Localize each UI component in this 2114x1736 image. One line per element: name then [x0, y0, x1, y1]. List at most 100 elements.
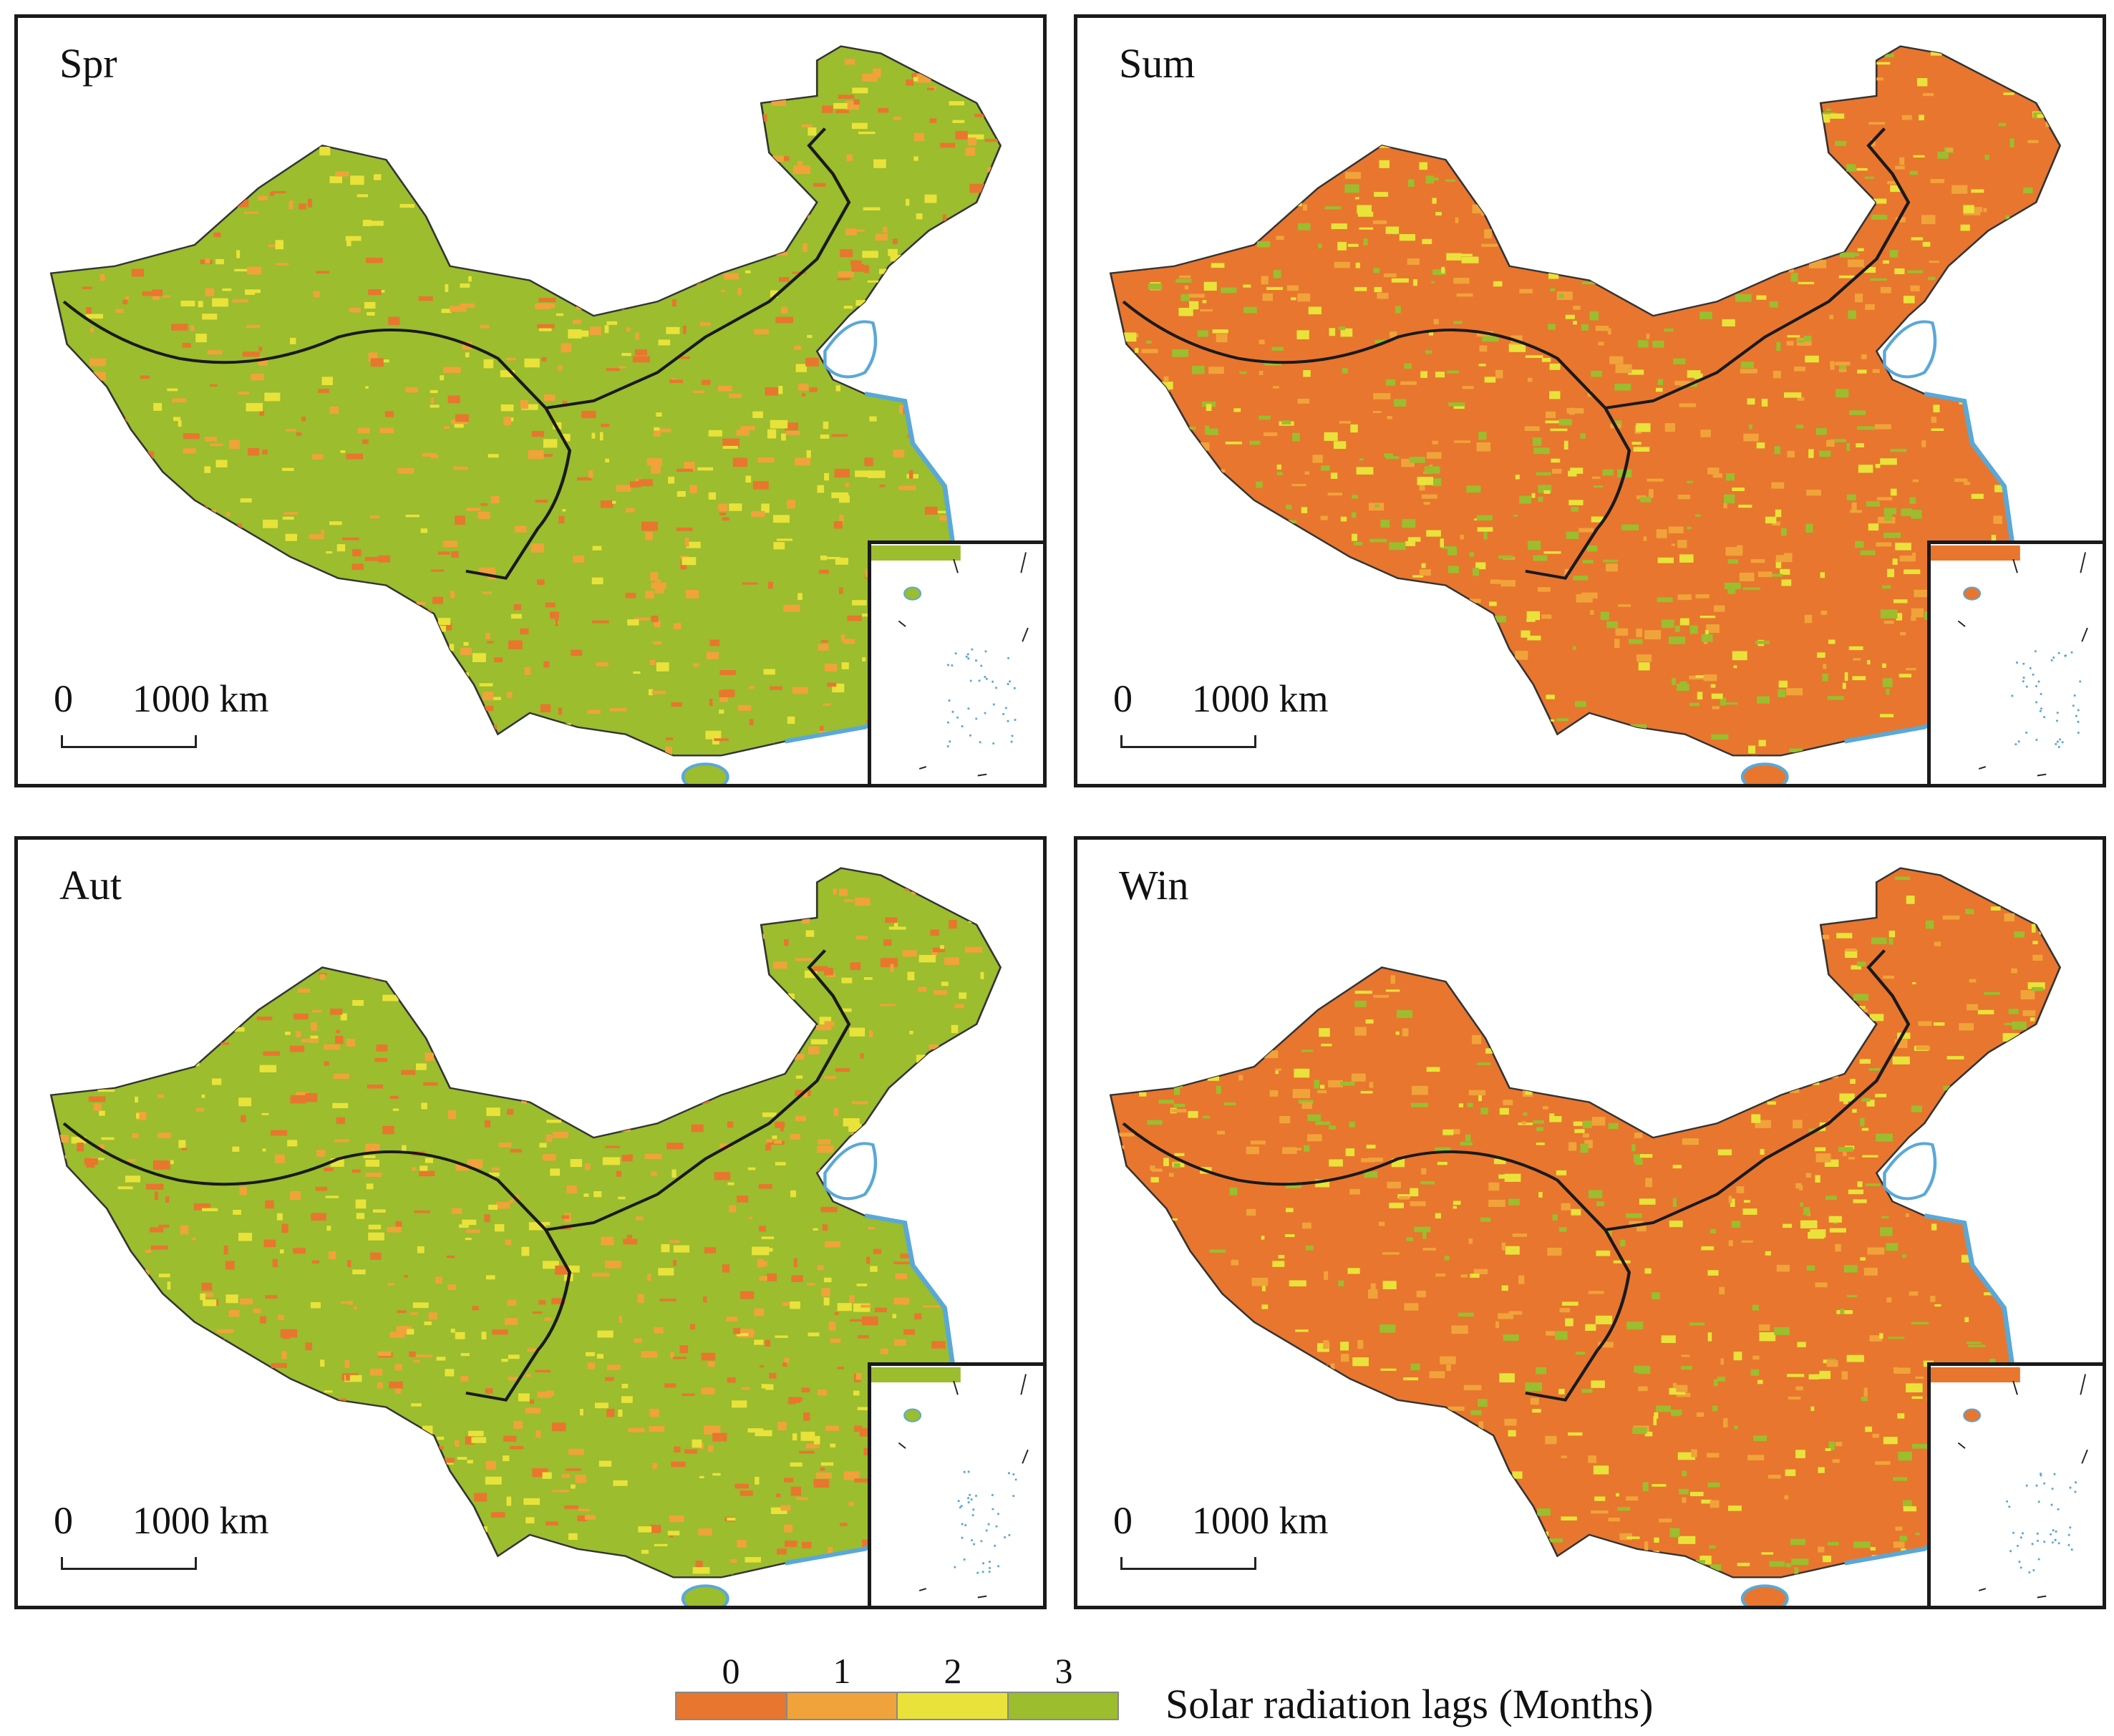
scale-bar: 0 1000 km [1113, 1498, 1329, 1577]
inset-islet [2006, 1500, 2009, 1503]
inset-islet [1008, 1533, 1011, 1536]
inset-islet [984, 650, 987, 653]
region-boundary-line [62, 949, 851, 1402]
south-china-sea-inset [1927, 540, 2103, 784]
inset-islet [1002, 712, 1005, 716]
inset-islet [2052, 656, 2055, 659]
inset-boundary-dash [1957, 620, 1966, 627]
inset-islet [2077, 732, 2080, 734]
inset-islet [949, 740, 951, 743]
inset-islet [2031, 1543, 2034, 1546]
legend-tick: 1 [833, 1651, 851, 1691]
inset-coast [871, 545, 961, 561]
inset-islet [2022, 1532, 2025, 1535]
inset-boundary-dash [2012, 558, 2018, 573]
inset-islet [2056, 740, 2059, 743]
inset-islet [978, 679, 981, 682]
inset-islet [961, 724, 964, 728]
inset-islet [979, 741, 981, 744]
inset-islet [2043, 1541, 2046, 1543]
inset-islet [959, 1506, 961, 1509]
inset-islet [2057, 1508, 2060, 1510]
inset-islet [946, 721, 949, 724]
inset-islet [2017, 740, 2020, 743]
inset-islet [997, 1513, 999, 1516]
inset-islet [2008, 1505, 2011, 1508]
inset-islet [2022, 662, 2025, 665]
inset-islet [2057, 1542, 2060, 1545]
china-map [1109, 45, 2062, 784]
scale-bar-line [61, 735, 197, 748]
legend-swatch-2 [898, 1693, 1009, 1719]
inset-islet [969, 734, 971, 737]
bohai-sea [823, 1142, 878, 1201]
scale-bar: 0 1000 km [54, 1498, 269, 1577]
inset-islet [2025, 1484, 2028, 1487]
inset-islet [2015, 661, 2019, 664]
inset-islet [951, 664, 954, 667]
inset-islet [1009, 680, 1012, 683]
legend-tick: 0 [722, 1651, 740, 1691]
inset-islet [2050, 659, 2053, 661]
inset-islet [1007, 656, 1010, 659]
inset-islet [974, 1494, 978, 1498]
scale-start: 0 [54, 1499, 73, 1542]
inset-islet [2029, 666, 2032, 669]
hainan-island [681, 1584, 729, 1606]
inset-map [871, 545, 1029, 777]
scale-start: 0 [1113, 677, 1133, 720]
inset-islet [967, 1470, 970, 1473]
hainan-island [1740, 762, 1789, 784]
land-area [49, 867, 1002, 1579]
inset-islet [2077, 709, 2080, 712]
inset-islet [971, 1538, 974, 1542]
inset-islet [966, 653, 969, 656]
inset-islet [2025, 731, 2028, 734]
season-label: Aut [59, 862, 122, 908]
inset-islet [972, 1543, 975, 1546]
region-boundary-line [62, 127, 851, 580]
inset-islet [2009, 1550, 2012, 1553]
land-area [1109, 867, 2062, 1579]
inset-islet [2039, 709, 2042, 712]
inset-islet [2050, 1503, 2053, 1506]
inset-islet [2039, 1473, 2042, 1475]
inset-islet [980, 664, 983, 667]
scale-bar-line [1120, 735, 1256, 748]
hainan-island [1740, 1584, 1789, 1606]
scale-distance: 1000 km [1192, 1499, 1329, 1542]
bohai-sea [823, 320, 878, 379]
inset-islet [2064, 654, 2067, 657]
inset-boundary-dash [1978, 766, 1987, 770]
inset-islet [2070, 1548, 2073, 1551]
inset-islet [2051, 1541, 2054, 1544]
inset-islet [2037, 1500, 2040, 1503]
inset-boundary-dash [977, 773, 987, 777]
inset-islet [2036, 1532, 2039, 1535]
inset-islet [2018, 1561, 2021, 1563]
inset-boundary-dash [1978, 1588, 1987, 1591]
inset-islet [2035, 738, 2038, 741]
scale-start: 0 [54, 677, 73, 720]
inset-islet [988, 1570, 991, 1573]
inset-boundary-dash [918, 766, 927, 770]
china-map [49, 45, 1002, 784]
inset-islet [2040, 1474, 2042, 1477]
inset-islet [2073, 694, 2076, 697]
inset-islet [970, 1498, 973, 1501]
inset-islet [1007, 719, 1009, 722]
inset-islet [956, 716, 959, 719]
inset-islet [2043, 716, 2046, 719]
inset-islet [2056, 712, 2059, 714]
south-china-sea-inset [868, 540, 1043, 784]
inset-boundary-dash [1022, 627, 1029, 642]
inset-boundary-dash [1020, 552, 1027, 573]
inset-islet [2034, 650, 2037, 653]
inset-islet [2037, 680, 2040, 683]
legend-color-bar [675, 1692, 1119, 1720]
inset-islet [954, 652, 957, 655]
inset-islet [2043, 1482, 2046, 1485]
inset-islet [985, 677, 988, 680]
scale-distance: 1000 km [1192, 677, 1329, 720]
scale-distance: 1000 km [132, 677, 269, 720]
